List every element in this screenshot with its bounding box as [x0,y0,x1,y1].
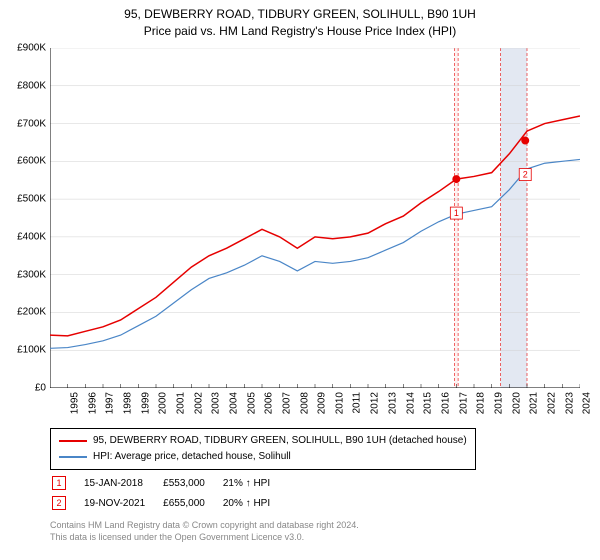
transaction-table: 1 15-JAN-2018 £553,000 21% ↑ HPI 2 19-NO… [50,472,288,514]
marker-badge: 2 [52,496,66,510]
x-tick-label: 2013 [387,392,398,414]
chart-container: 95, DEWBERRY ROAD, TIDBURY GREEN, SOLIHU… [0,0,600,560]
y-tick-label: £400K [0,231,46,242]
y-tick-label: £600K [0,156,46,167]
x-tick-label: 2024 [582,392,593,414]
svg-text:1: 1 [454,208,459,218]
chart-title: 95, DEWBERRY ROAD, TIDBURY GREEN, SOLIHU… [0,0,600,40]
x-tick-label: 2022 [546,392,557,414]
x-tick-label: 2001 [175,392,186,414]
marker-badge: 1 [52,476,66,490]
x-tick-label: 2009 [317,392,328,414]
y-tick-label: £500K [0,194,46,205]
x-tick-label: 1998 [122,392,133,414]
x-tick-label: 2018 [476,392,487,414]
title-line2: Price paid vs. HM Land Registry's House … [0,23,600,40]
y-tick-label: £100K [0,345,46,356]
legend-swatch [59,456,87,458]
y-tick-label: £700K [0,118,46,129]
y-tick-label: £0 [0,383,46,394]
x-tick-label: 2004 [228,392,239,414]
x-tick-label: 2011 [351,392,362,414]
txn-delta: 20% ↑ HPI [223,494,286,512]
txn-delta: 21% ↑ HPI [223,474,286,492]
legend: 95, DEWBERRY ROAD, TIDBURY GREEN, SOLIHU… [50,428,476,470]
txn-price: £553,000 [163,474,221,492]
table-row: 1 15-JAN-2018 £553,000 21% ↑ HPI [52,474,286,492]
y-tick-label: £300K [0,269,46,280]
svg-text:2: 2 [523,170,528,180]
txn-date: 15-JAN-2018 [84,474,161,492]
x-tick-label: 2005 [246,392,257,414]
x-tick-label: 2007 [281,392,292,414]
x-tick-label: 2008 [299,392,310,414]
x-tick-label: 2019 [493,392,504,414]
x-tick-label: 1995 [69,392,80,414]
x-tick-label: 2006 [264,392,275,414]
y-tick-label: £800K [0,80,46,91]
x-tick-label: 2021 [529,392,540,414]
x-tick-label: 2003 [211,392,222,414]
chart-svg: 12 [50,48,580,388]
chart-area: 12 £0£100K£200K£300K£400K£500K£600K£700K… [50,48,580,388]
x-tick-label: 2012 [370,392,381,414]
footer: Contains HM Land Registry data © Crown c… [50,520,359,543]
x-tick-label: 2017 [458,392,469,414]
x-tick-label: 2023 [564,392,575,414]
legend-item: HPI: Average price, detached house, Soli… [59,449,467,465]
x-tick-label: 2016 [440,392,451,414]
x-tick-label: 2014 [405,392,416,414]
legend-item: 95, DEWBERRY ROAD, TIDBURY GREEN, SOLIHU… [59,433,467,449]
title-line1: 95, DEWBERRY ROAD, TIDBURY GREEN, SOLIHU… [0,6,600,23]
x-tick-label: 1997 [105,392,116,414]
txn-price: £655,000 [163,494,221,512]
footer-line1: Contains HM Land Registry data © Crown c… [50,520,359,532]
footer-line2: This data is licensed under the Open Gov… [50,532,359,544]
legend-label: 95, DEWBERRY ROAD, TIDBURY GREEN, SOLIHU… [93,433,467,449]
txn-date: 19-NOV-2021 [84,494,161,512]
legend-swatch [59,440,87,442]
x-tick-label: 2020 [511,392,522,414]
y-tick-label: £200K [0,307,46,318]
x-tick-label: 2000 [158,392,169,414]
y-tick-label: £900K [0,43,46,54]
x-tick-label: 1999 [140,392,151,414]
x-tick-label: 2015 [423,392,434,414]
x-tick-label: 1996 [87,392,98,414]
x-tick-label: 2002 [193,392,204,414]
legend-label: HPI: Average price, detached house, Soli… [93,449,291,465]
x-tick-label: 2010 [334,392,345,414]
table-row: 2 19-NOV-2021 £655,000 20% ↑ HPI [52,494,286,512]
